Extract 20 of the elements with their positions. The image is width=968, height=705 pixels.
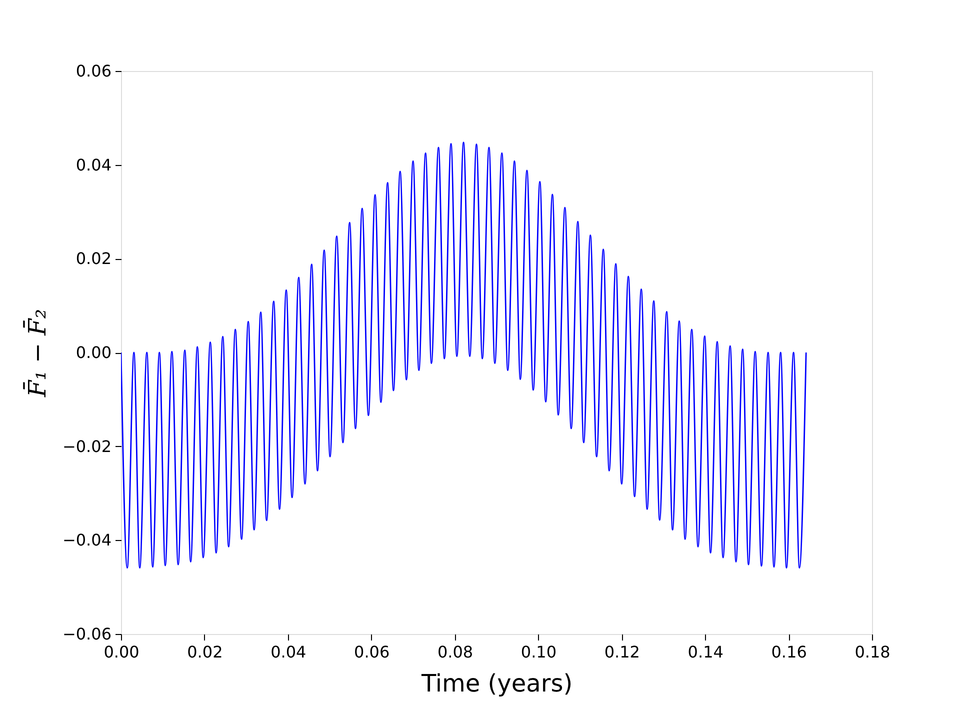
x-tick-label: 0.10 [520,642,557,662]
x-tick-label: 0.00 [104,642,140,662]
y-tick-label: −0.04 [62,530,112,550]
x-tick-label: 0.18 [854,642,890,662]
y-tick-label: 0.06 [76,62,112,80]
x-tick-label: 0.12 [604,642,640,662]
x-tick-label: 0.14 [688,642,724,662]
y-tick-label: 0.04 [76,155,112,174]
x-tick-label: 0.06 [354,642,390,662]
y-axis-title: F̄₁ − F̄₂ [23,309,52,398]
y-tick-label: 0.02 [76,249,112,268]
x-tick-label: 0.04 [270,642,306,662]
y-tick-label: −0.02 [62,436,112,456]
x-tick-label: 0.16 [771,642,807,662]
y-tick-label: −0.06 [62,624,112,644]
y-tick-label: 0.00 [76,343,112,362]
x-tick-label: 0.08 [437,642,474,662]
x-tick-label: 0.02 [187,642,223,662]
line-series [121,142,807,569]
x-axis-title: Time (years) [420,670,573,698]
